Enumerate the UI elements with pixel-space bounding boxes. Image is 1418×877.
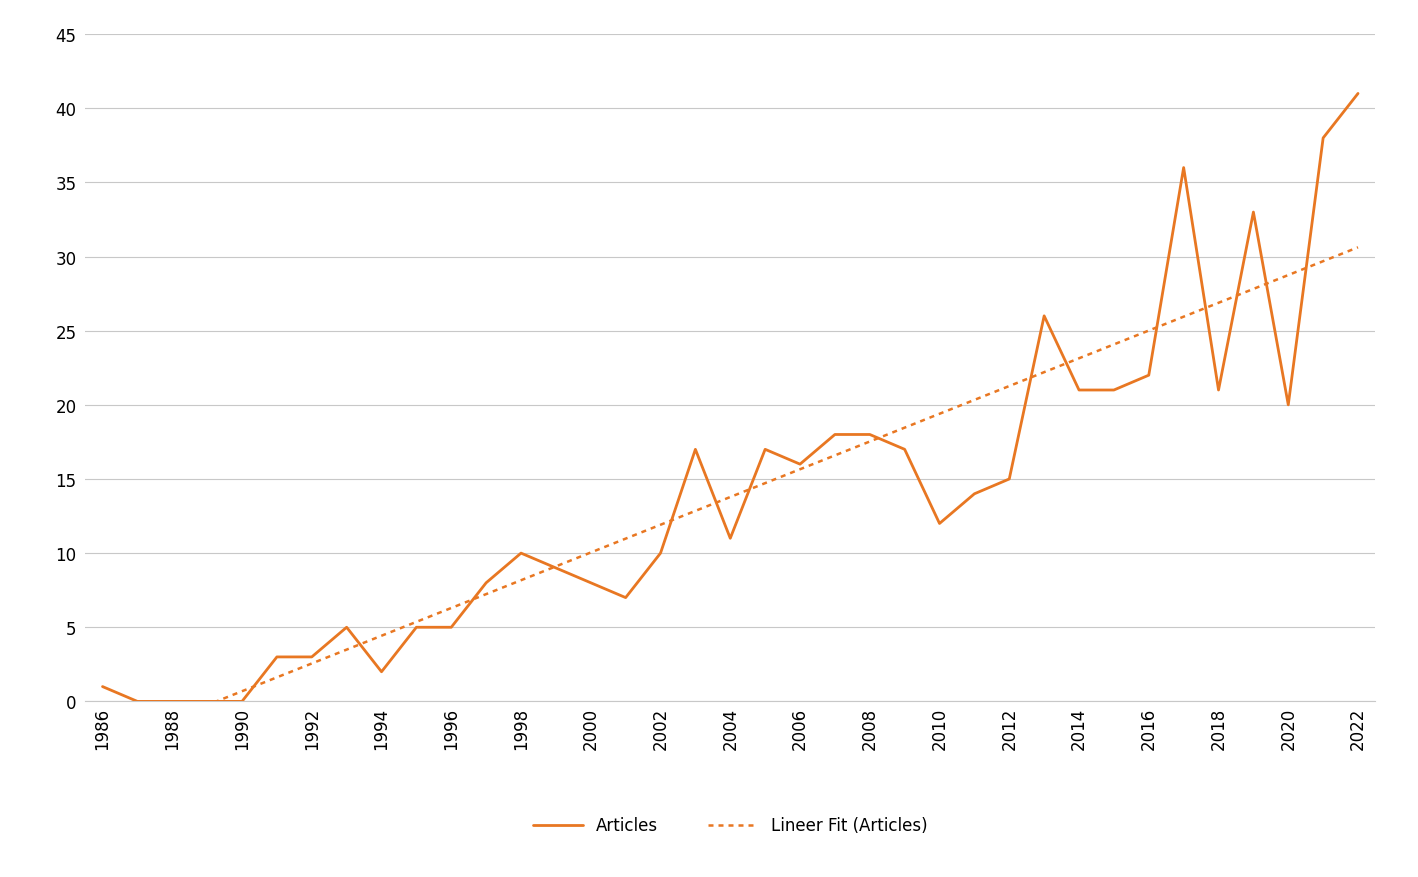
Lineer Fit (Articles) — [1140, 326, 1157, 337]
Lineer Fit (Articles) — [234, 686, 251, 696]
Lineer Fit (Articles) — [1314, 257, 1332, 267]
Articles — [129, 696, 146, 707]
Articles — [861, 430, 878, 440]
Articles — [1350, 89, 1367, 100]
Articles — [268, 652, 285, 662]
Lineer Fit (Articles) — [1280, 270, 1297, 281]
Lineer Fit (Articles) — [1176, 312, 1193, 323]
Lineer Fit (Articles) — [478, 589, 495, 600]
Articles — [827, 430, 844, 440]
Lineer Fit (Articles) — [163, 714, 180, 724]
Lineer Fit (Articles) — [722, 492, 739, 503]
Articles — [408, 623, 425, 633]
Articles — [617, 593, 634, 603]
Lineer Fit (Articles) — [129, 728, 146, 738]
Lineer Fit (Articles) — [303, 659, 320, 669]
Lineer Fit (Articles) — [757, 478, 774, 488]
Lineer Fit (Articles) — [408, 617, 425, 627]
Lineer Fit (Articles) — [617, 534, 634, 545]
Lineer Fit (Articles) — [1350, 243, 1367, 253]
Articles — [932, 518, 949, 529]
Lineer Fit (Articles) — [1035, 367, 1052, 378]
Articles — [686, 445, 703, 455]
Articles — [1176, 163, 1193, 174]
Articles — [199, 696, 216, 707]
Articles — [547, 563, 564, 574]
Lineer Fit (Articles) — [1245, 284, 1262, 295]
Lineer Fit (Articles) — [94, 742, 111, 752]
Articles — [791, 460, 808, 470]
Articles — [94, 681, 111, 692]
Lineer Fit (Articles) — [583, 547, 600, 558]
Lineer Fit (Articles) — [199, 700, 216, 710]
Articles — [1245, 208, 1262, 218]
Lineer Fit (Articles) — [1210, 298, 1227, 309]
Articles — [1106, 385, 1123, 396]
Articles — [722, 533, 739, 544]
Lineer Fit (Articles) — [966, 396, 983, 406]
Lineer Fit (Articles) — [652, 520, 669, 531]
Lineer Fit (Articles) — [686, 506, 703, 517]
Lineer Fit (Articles) — [547, 561, 564, 572]
Lineer Fit (Articles) — [442, 603, 459, 614]
Articles — [234, 696, 251, 707]
Articles — [373, 667, 390, 677]
Legend: Articles, Lineer Fit (Articles): Articles, Lineer Fit (Articles) — [533, 816, 927, 835]
Articles — [896, 445, 913, 455]
Articles — [1210, 385, 1227, 396]
Articles — [1314, 133, 1332, 144]
Lineer Fit (Articles) — [337, 645, 354, 655]
Line: Lineer Fit (Articles): Lineer Fit (Articles) — [102, 248, 1358, 747]
Lineer Fit (Articles) — [791, 465, 808, 475]
Articles — [163, 696, 180, 707]
Lineer Fit (Articles) — [861, 437, 878, 447]
Articles — [966, 489, 983, 500]
Lineer Fit (Articles) — [512, 575, 529, 586]
Articles — [1071, 385, 1088, 396]
Lineer Fit (Articles) — [268, 673, 285, 683]
Articles — [652, 548, 669, 559]
Lineer Fit (Articles) — [827, 451, 844, 461]
Articles — [583, 578, 600, 588]
Articles — [1280, 400, 1297, 410]
Articles — [512, 548, 529, 559]
Lineer Fit (Articles) — [1001, 381, 1018, 392]
Articles — [303, 652, 320, 662]
Articles — [1001, 474, 1018, 485]
Line: Articles: Articles — [102, 95, 1358, 702]
Articles — [442, 623, 459, 633]
Lineer Fit (Articles) — [932, 409, 949, 419]
Lineer Fit (Articles) — [373, 631, 390, 641]
Lineer Fit (Articles) — [1071, 353, 1088, 364]
Lineer Fit (Articles) — [896, 423, 913, 433]
Articles — [478, 578, 495, 588]
Articles — [1035, 311, 1052, 322]
Articles — [1140, 370, 1157, 381]
Articles — [757, 445, 774, 455]
Articles — [337, 623, 354, 633]
Lineer Fit (Articles) — [1106, 339, 1123, 350]
